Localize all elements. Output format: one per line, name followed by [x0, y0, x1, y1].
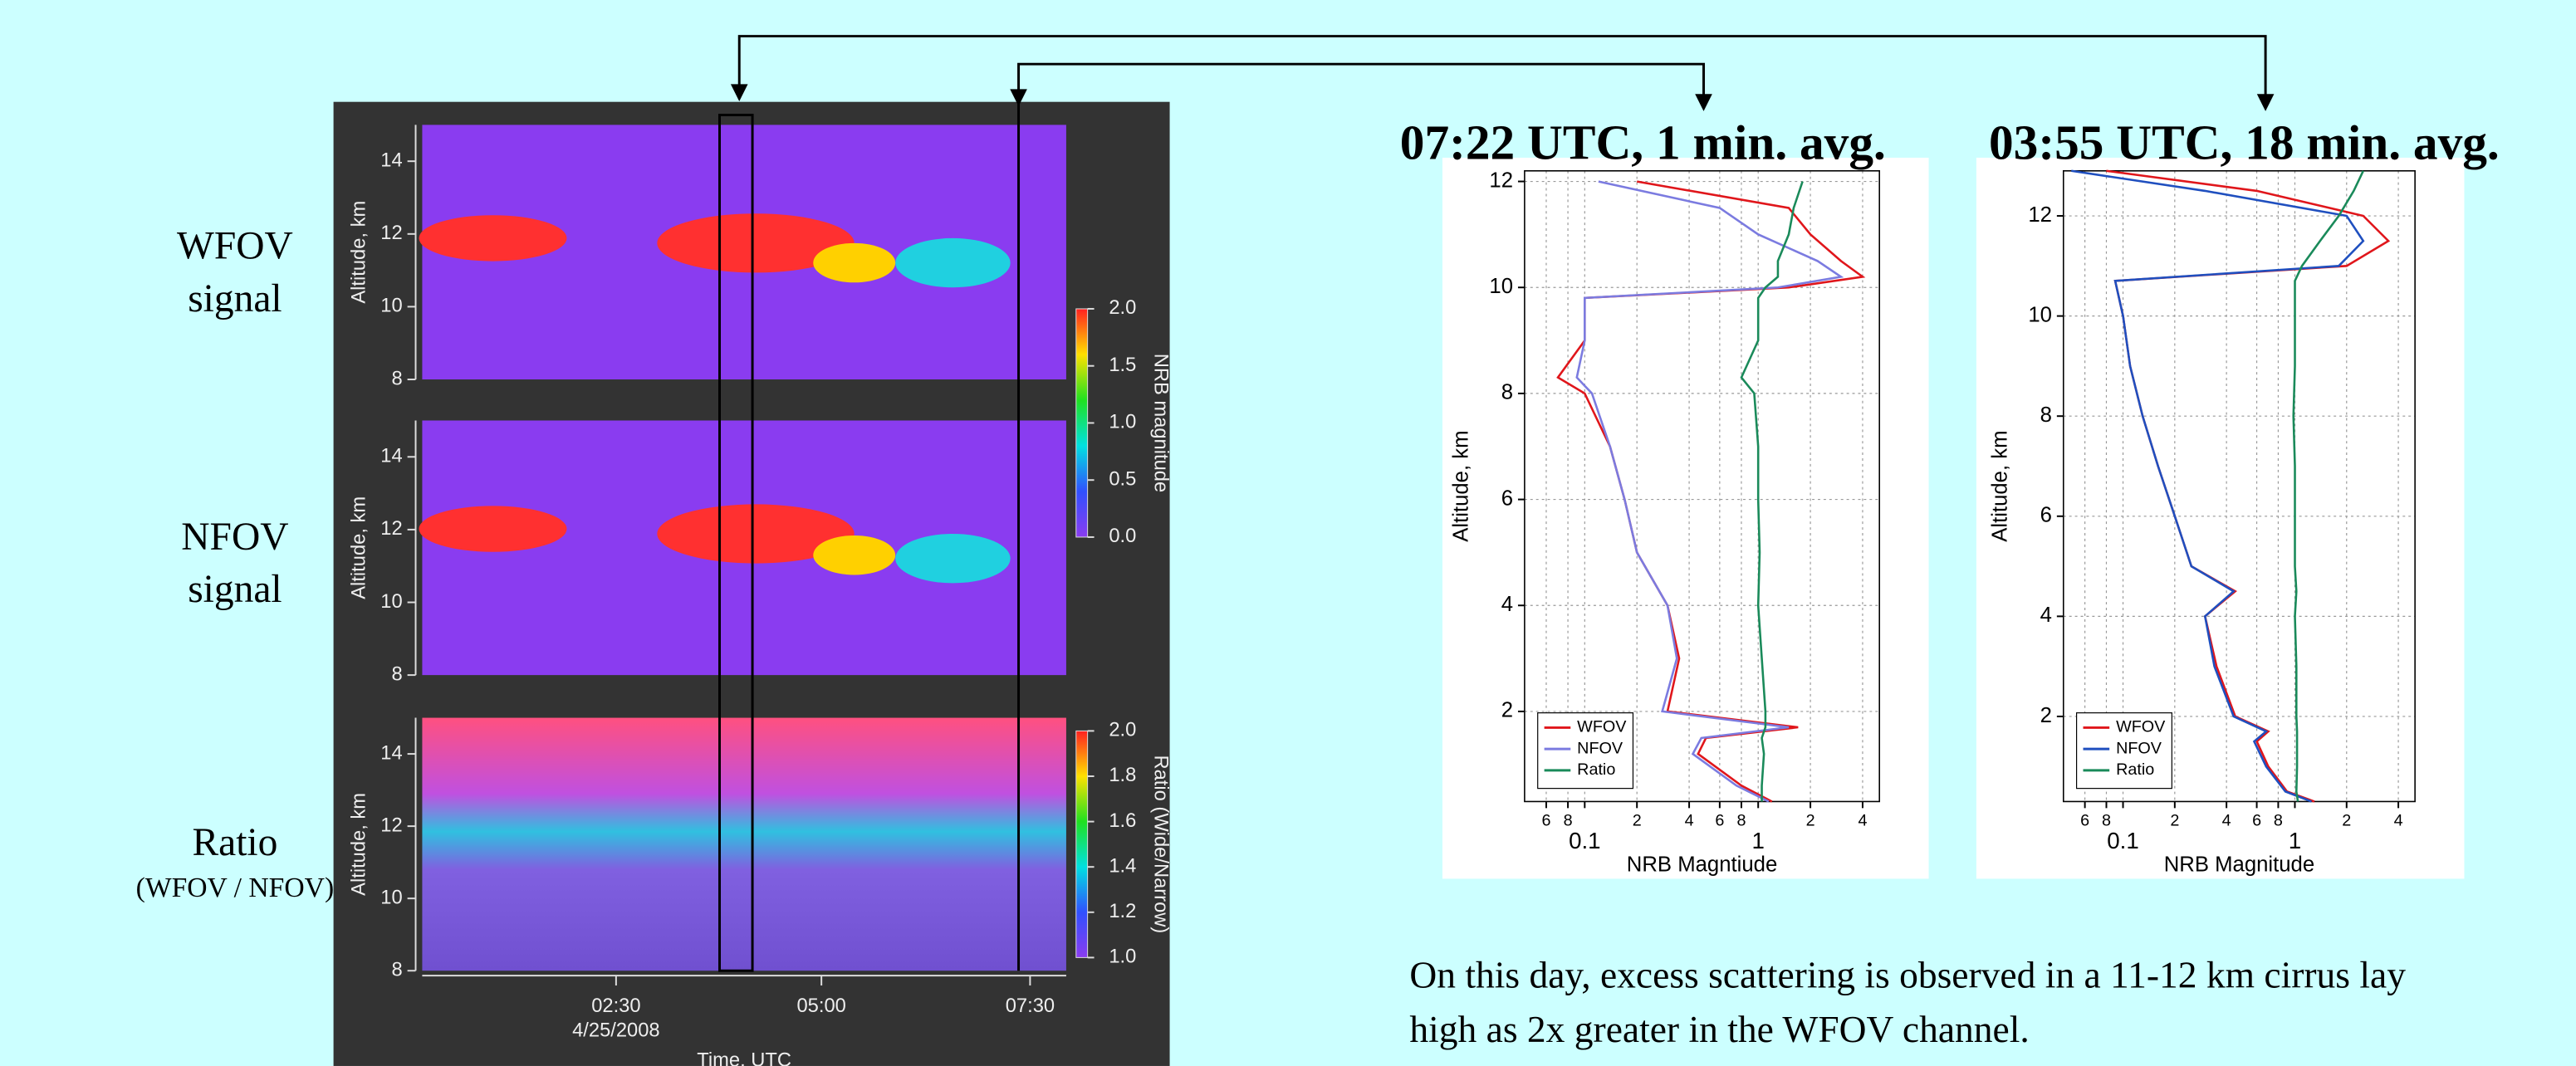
y-tick-label: 12 [380, 814, 402, 836]
x-tick-label: 2 [2342, 811, 2351, 829]
x-axis-label: Time, UTC [697, 1049, 791, 1066]
x-tick-label: 2 [1633, 811, 1642, 829]
y-tick-label: 10 [2028, 303, 2052, 326]
y-tick-label: 12 [380, 222, 402, 244]
colorbar-tick-label: 1.0 [1109, 412, 1136, 433]
heatmap-image [419, 90, 1065, 971]
y-tick-label: 10 [380, 591, 402, 613]
y-axis-label: Altitude, km [1449, 430, 1472, 541]
colorbar-tick-label: 1.5 [1109, 355, 1136, 376]
caption: high as 2x greater in the WFOV channel. [1409, 1008, 2029, 1050]
x-tick-label: 6 [1715, 811, 1724, 829]
y-tick-label: 12 [1489, 169, 1513, 192]
y-tick-label: 6 [1501, 487, 1513, 510]
y-tick-label: 10 [380, 296, 402, 317]
x-tick-label: 0.1 [1569, 828, 1601, 853]
y-tick-label: 8 [391, 663, 402, 685]
slide: WFOV signal NFOV signal Ratio (WFOV / NFOV) On… [0, 0, 2576, 1066]
x-axis-label: NRB Magntiude [1627, 853, 1777, 876]
y-tick-label: 8 [2040, 403, 2052, 427]
legend-label: WFOV [2116, 718, 2166, 736]
arrows [732, 37, 2272, 109]
colorbar-tick-label: 0.5 [1109, 468, 1136, 490]
x-tick-label: 8 [1736, 811, 1746, 829]
colorbar-label: Ratio (Wide/Narrow) [1149, 755, 1171, 933]
y-tick-label: 2 [1501, 699, 1513, 722]
x-tick-label: 6 [1541, 811, 1550, 829]
x-tick-label: 8 [2102, 811, 2111, 829]
y-tick-label: 14 [380, 149, 402, 171]
page: WFOV signal NFOV signal Ratio (WFOV / NFOV) On… [0, 0, 2576, 1066]
x-tick-label: 05:00 [796, 995, 845, 1017]
legend-label: NFOV [1577, 739, 1623, 757]
colorbar-label: NRB magnitude [1149, 354, 1171, 492]
y-axis-label: Altitude, km [349, 793, 370, 896]
caption: On this day, excess scattering is observ… [1409, 954, 2406, 996]
colorbar-tick-label: 2.0 [1109, 720, 1136, 741]
row-label: Ratio [192, 821, 277, 864]
y-tick-label: 8 [391, 368, 402, 389]
colorbar-tick-label: 1.6 [1109, 810, 1136, 832]
y-tick-label: 4 [2040, 604, 2052, 627]
date-label: 4/25/2008 [572, 1020, 660, 1042]
y-tick-label: 14 [380, 446, 402, 467]
row-label: signal [188, 277, 282, 320]
colorbar [1076, 309, 1088, 537]
row-label: (WFOV / NFOV) [136, 873, 334, 903]
y-tick-label: 2 [2040, 704, 2052, 727]
x-tick-label: 4 [2394, 811, 2403, 829]
y-tick-label: 12 [2028, 203, 2052, 227]
x-tick-label: 1 [2289, 828, 2301, 853]
x-tick-label: 2 [1806, 811, 1815, 829]
x-tick-label: 1 [1751, 828, 1764, 853]
legend-label: WFOV [1577, 718, 1627, 736]
colorbar-tick-label: 1.2 [1109, 901, 1136, 922]
legend-label: Ratio [2116, 760, 2154, 779]
colorbar-tick-label: 2.0 [1109, 297, 1136, 319]
row-label: NFOV [181, 516, 288, 559]
chart-title: 07:22 UTC, 1 min. avg. [1400, 115, 1886, 170]
x-axis-label: NRB Magnitude [2164, 853, 2314, 876]
colorbar-tick-label: 1.4 [1109, 855, 1136, 877]
y-axis-label: Altitude, km [1988, 430, 2011, 541]
x-tick-label: 6 [2252, 811, 2261, 829]
colorbar-tick-label: 1.8 [1109, 765, 1136, 786]
y-tick-label: 12 [380, 518, 402, 540]
x-tick-label: 0.1 [2107, 828, 2139, 853]
x-tick-label: 8 [2274, 811, 2283, 829]
legend-label: Ratio [1577, 760, 1615, 779]
y-tick-label: 6 [2040, 504, 2052, 527]
y-tick-label: 14 [380, 742, 402, 764]
x-tick-label: 4 [2222, 811, 2231, 829]
chart-background [1442, 158, 1929, 878]
y-tick-label: 10 [380, 887, 402, 908]
x-tick-label: 8 [1564, 811, 1573, 829]
colorbar-tick-label: 0.0 [1109, 526, 1136, 547]
y-tick-label: 8 [391, 959, 402, 980]
x-tick-label: 07:30 [1006, 995, 1055, 1017]
x-tick-label: 4 [1685, 811, 1694, 829]
colorbar [1076, 731, 1088, 957]
y-axis-label: Altitude, km [349, 201, 370, 304]
y-tick-label: 4 [1501, 593, 1513, 616]
x-tick-label: 02:30 [591, 995, 640, 1017]
colorbar-tick-label: 1.0 [1109, 946, 1136, 968]
row-label: WFOV [177, 225, 293, 268]
x-tick-label: 6 [2080, 811, 2089, 829]
x-tick-label: 4 [1858, 811, 1867, 829]
y-tick-label: 10 [1489, 275, 1513, 298]
y-axis-label: Altitude, km [349, 496, 370, 599]
y-tick-label: 8 [1501, 381, 1513, 404]
x-tick-label: 2 [2170, 811, 2179, 829]
chart-title: 03:55 UTC, 18 min. avg. [1989, 115, 2500, 170]
row-label: signal [188, 568, 282, 611]
legend-label: NFOV [2116, 739, 2162, 757]
